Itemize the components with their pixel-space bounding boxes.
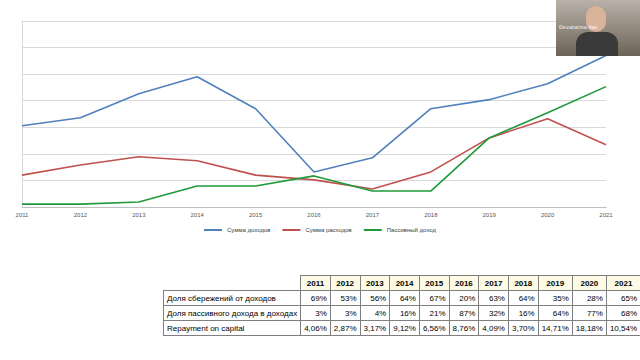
html-text:2018: 2018 [514, 278, 533, 288]
html-text:2013: 2013 [366, 278, 384, 288]
html-text:2020: 2020 [580, 278, 599, 288]
html-text:64%: 64% [518, 293, 535, 303]
html-text:2015: 2015 [425, 278, 444, 288]
html-text:2014: 2014 [395, 278, 414, 288]
html-text:3%: 3% [315, 308, 327, 318]
html-text:63%: 63% [488, 293, 505, 303]
svg-text:2015: 2015 [249, 212, 263, 218]
html-text:18,18%: 18,18% [575, 323, 603, 333]
html-text:3,70%: 3,70% [512, 323, 535, 333]
html-text:3,17%: 3,17% [363, 323, 387, 333]
html-text:4,06%: 4,06% [304, 323, 327, 333]
html-text:64%: 64% [399, 293, 416, 303]
svg-text:Пассивный доход: Пассивный доход [387, 227, 437, 233]
html-text:64%: 64% [552, 308, 569, 318]
html-text:Доля пассивного дохода в доход: Доля пассивного дохода в доходах [167, 308, 298, 318]
html-text:87%: 87% [459, 308, 476, 318]
html-text:8,76%: 8,76% [452, 323, 476, 333]
html-text:32%: 32% [488, 308, 505, 318]
svg-text:2012: 2012 [74, 212, 88, 218]
svg-text:2016: 2016 [307, 212, 321, 218]
svg-text:2019: 2019 [483, 212, 497, 218]
svg-text:2013: 2013 [132, 212, 146, 218]
html-text:69%: 69% [310, 293, 327, 303]
html-text:Repayment on capital: Repayment on capital [167, 323, 245, 333]
html-text:2012: 2012 [336, 278, 355, 288]
html-text:Доля сбережений от доходов: Доля сбережений от доходов [167, 293, 276, 303]
html-text:10,54%: 10,54% [609, 323, 638, 333]
svg-text:2020: 2020 [541, 212, 555, 218]
html-text:2017: 2017 [484, 278, 503, 288]
svg-text:Сумма доходов: Сумма доходов [227, 227, 270, 233]
html-text:20%: 20% [459, 293, 476, 303]
html-text:2011: 2011 [306, 278, 325, 288]
html-text:53%: 53% [340, 293, 357, 303]
svg-text:2017: 2017 [366, 212, 380, 218]
html-text:6,56%: 6,56% [422, 323, 446, 333]
html-text:65%: 65% [621, 293, 638, 303]
html-text:21%: 21% [429, 308, 446, 318]
html-text:28%: 28% [586, 293, 603, 303]
html-text:16%: 16% [399, 308, 416, 318]
svg-text:2011: 2011 [16, 212, 30, 218]
html-text:56%: 56% [370, 293, 387, 303]
html-text:2019: 2019 [546, 278, 565, 288]
html-text:2021: 2021 [614, 278, 633, 288]
html-text:77%: 77% [586, 308, 603, 318]
html-text:67%: 67% [429, 293, 446, 303]
html-text:16%: 16% [518, 308, 535, 318]
html-text:Devatatma das: Devatatma das [559, 24, 598, 30]
html-text:14,71%: 14,71% [541, 323, 569, 333]
svg-text:2021: 2021 [599, 212, 613, 218]
svg-text:2018: 2018 [424, 212, 438, 218]
html-text:2,87%: 2,87% [333, 323, 357, 333]
html-text:4,09%: 4,09% [482, 323, 505, 333]
html-text:4%: 4% [374, 308, 387, 318]
svg-text:2014: 2014 [191, 212, 205, 218]
svg-text:Сумма расходов: Сумма расходов [305, 227, 351, 233]
html-text:35%: 35% [552, 293, 569, 303]
html-text:68%: 68% [621, 308, 638, 318]
html-text:9,12%: 9,12% [393, 323, 416, 333]
html-text:2016: 2016 [455, 278, 473, 288]
html-text:3%: 3% [345, 308, 357, 318]
